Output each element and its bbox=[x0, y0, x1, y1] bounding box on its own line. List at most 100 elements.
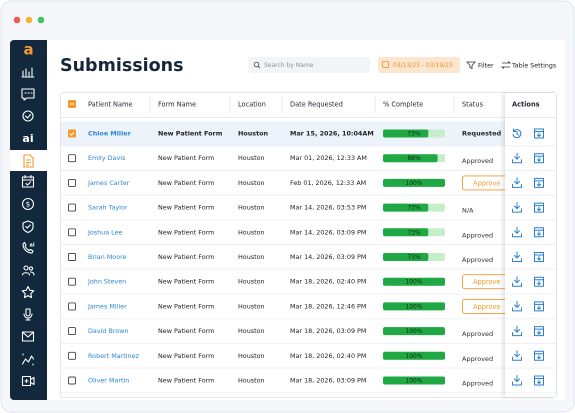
patient-name[interactable]: Emily Davis bbox=[88, 154, 126, 162]
nav-team[interactable] bbox=[21, 265, 35, 276]
row-checkbox[interactable] bbox=[68, 351, 76, 360]
row-checkbox[interactable] bbox=[68, 228, 76, 237]
archive-action[interactable] bbox=[534, 202, 544, 213]
nav-calendar[interactable] bbox=[21, 174, 35, 188]
download-action[interactable] bbox=[512, 202, 522, 213]
status: Approved bbox=[462, 330, 493, 338]
download-action[interactable] bbox=[512, 325, 522, 337]
progress-label: 73% bbox=[407, 254, 421, 261]
nav-calls-ai: ai bbox=[29, 243, 34, 249]
filter-button[interactable]: Filter bbox=[478, 63, 494, 70]
nav-dictation[interactable] bbox=[23, 308, 33, 321]
column-header: Location bbox=[238, 101, 266, 109]
row-checkbox[interactable] bbox=[68, 154, 76, 163]
row-highlight bbox=[61, 121, 556, 146]
download-action[interactable] bbox=[512, 300, 522, 312]
search-box[interactable] bbox=[248, 57, 370, 73]
archive-action[interactable] bbox=[534, 153, 544, 164]
row-checkbox[interactable] bbox=[68, 302, 76, 311]
date-requested: Mar 15, 2026, 10:04AM bbox=[290, 130, 374, 138]
download-action[interactable] bbox=[512, 152, 522, 164]
archive-action[interactable] bbox=[534, 375, 544, 386]
patient-name[interactable]: Sarah Taylor bbox=[88, 204, 128, 212]
progress-fill bbox=[383, 327, 445, 336]
nav-tasks[interactable] bbox=[22, 110, 34, 122]
column-header: Actions bbox=[512, 101, 540, 109]
status: Approved bbox=[462, 231, 493, 239]
nav-messages[interactable] bbox=[21, 88, 35, 101]
patient-name[interactable]: James Miller bbox=[87, 302, 127, 310]
nav-submissions[interactable] bbox=[23, 154, 34, 168]
nav-billing[interactable]: $ bbox=[21, 197, 35, 211]
form-name: New Patient Form bbox=[158, 154, 214, 162]
progress-label: 100% bbox=[405, 378, 422, 385]
sidebar-icons: ai $ ai bbox=[21, 67, 35, 387]
calendar-icon bbox=[382, 61, 389, 68]
archive-action[interactable] bbox=[534, 350, 544, 361]
progress-label: 73% bbox=[407, 131, 421, 138]
download-action[interactable] bbox=[512, 177, 522, 188]
patient-name[interactable]: Brian Moore bbox=[88, 253, 127, 261]
nav-analytics[interactable] bbox=[21, 67, 35, 78]
location: Houston bbox=[238, 253, 265, 261]
nav-ai[interactable]: ai bbox=[22, 132, 33, 145]
status: N/A bbox=[462, 207, 474, 215]
status: Approved bbox=[462, 380, 493, 388]
date-requested: Mar 01, 2026, 12:33 AM bbox=[290, 154, 367, 162]
progress-fill bbox=[383, 154, 438, 163]
date-requested: Mar 14, 2026, 03:09 PM bbox=[290, 228, 366, 236]
patient-name[interactable]: Robert Martinez bbox=[88, 352, 140, 360]
download-action[interactable] bbox=[512, 276, 522, 287]
approve-label: Approve bbox=[473, 278, 500, 286]
nav-security[interactable] bbox=[22, 220, 34, 234]
row-checkbox[interactable] bbox=[68, 376, 76, 385]
table-settings-button[interactable]: Table Settings bbox=[511, 63, 556, 70]
archive-action[interactable] bbox=[534, 276, 544, 287]
approve-label: Approve bbox=[473, 179, 500, 187]
archive-action[interactable] bbox=[534, 252, 544, 262]
archive-action[interactable] bbox=[534, 128, 544, 139]
date-range-picker[interactable] bbox=[378, 57, 460, 73]
sidebar bbox=[10, 40, 47, 400]
form-name: New Patient Form bbox=[158, 352, 214, 360]
patient-name[interactable]: Joshua Lee bbox=[87, 228, 123, 236]
progress-fill bbox=[383, 228, 429, 237]
progress-fill bbox=[383, 253, 429, 261]
progress-fill bbox=[383, 178, 445, 187]
row-checkbox[interactable] bbox=[68, 129, 76, 138]
download-action[interactable] bbox=[512, 350, 522, 361]
download-action[interactable] bbox=[512, 375, 522, 386]
column-header: Form Name bbox=[158, 101, 196, 109]
archive-action[interactable] bbox=[534, 227, 544, 238]
patient-name[interactable]: David Brown bbox=[88, 327, 129, 335]
row-checkbox[interactable] bbox=[68, 178, 76, 187]
date-requested: Feb 01, 2026, 12:33 AM bbox=[290, 179, 366, 187]
search-icon bbox=[253, 61, 260, 68]
nav-video[interactable] bbox=[21, 375, 35, 387]
row-checkbox[interactable] bbox=[68, 277, 76, 286]
location: Houston bbox=[238, 278, 265, 286]
nav-favorites[interactable] bbox=[21, 285, 35, 299]
download-action[interactable] bbox=[512, 251, 522, 262]
archive-action[interactable] bbox=[534, 326, 544, 337]
row-checkbox[interactable] bbox=[68, 253, 76, 261]
archive-action[interactable] bbox=[534, 301, 544, 312]
patient-name[interactable]: Oliver Martin bbox=[88, 377, 129, 385]
column-header: Status bbox=[462, 101, 484, 109]
location: Houston bbox=[238, 154, 265, 162]
location: Houston bbox=[238, 327, 265, 335]
patient-name[interactable]: John Steven bbox=[87, 278, 126, 286]
row-checkbox[interactable] bbox=[68, 203, 76, 212]
patient-name[interactable]: Chloe Miller bbox=[88, 130, 132, 138]
date-requested: Mar 18, 2026, 03:09 PM bbox=[290, 377, 366, 385]
patient-name[interactable]: James Carter bbox=[87, 179, 130, 187]
nav-workflow[interactable] bbox=[21, 353, 35, 366]
history-action[interactable] bbox=[512, 128, 522, 139]
row-checkbox[interactable] bbox=[68, 327, 76, 336]
archive-action[interactable] bbox=[534, 177, 544, 188]
nav-mail[interactable] bbox=[21, 331, 35, 342]
progress-label: 73% bbox=[407, 229, 421, 236]
download-action[interactable] bbox=[512, 226, 522, 238]
nav-calls[interactable]: ai bbox=[22, 241, 35, 254]
